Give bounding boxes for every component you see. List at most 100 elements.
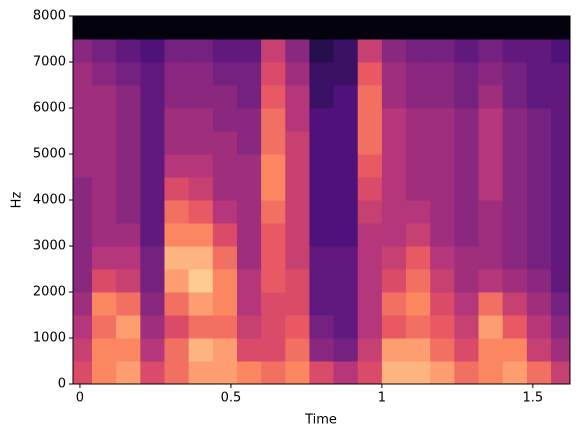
cell [285,361,310,384]
cell [357,16,383,40]
x-tick-label: 0 [76,391,84,406]
cell [309,131,335,155]
cell [381,154,407,178]
cell [406,108,431,132]
cell [454,108,480,132]
cell [164,108,190,132]
cell [478,361,504,384]
cell [73,16,93,40]
cell [188,315,214,339]
cell [430,361,455,384]
y-axis-label: Hz [10,192,25,209]
cell [406,39,431,63]
cell [309,338,335,362]
cell [381,223,407,247]
cell [116,39,141,63]
cell [236,200,262,224]
cell [502,315,528,339]
cell [357,269,383,293]
cell [140,200,165,224]
cell [454,338,480,362]
cell [478,292,504,316]
cell [92,131,117,155]
cell [188,269,214,293]
cell [261,246,286,270]
cell [502,361,528,384]
cell [381,108,407,132]
cell [381,39,407,63]
cell [92,200,117,224]
cell [236,223,262,247]
cell [188,16,214,40]
cell [116,131,141,155]
cell [454,154,480,178]
cell [116,177,141,201]
cell [309,292,335,316]
cell [430,338,455,362]
cell [406,131,431,155]
cell [188,223,214,247]
y-tick-label: 2000 [33,285,66,300]
cell [502,223,528,247]
cell [140,269,165,293]
cell [333,154,359,178]
cell [526,131,552,155]
cell [357,361,383,384]
cell [285,223,310,247]
cell [140,292,165,316]
cell [116,108,141,132]
cell [526,177,552,201]
cell [478,269,504,293]
cell [73,108,93,132]
cell [212,292,238,316]
cell [478,223,504,247]
cell [188,108,214,132]
y-tick-label: 8000 [33,9,66,24]
x-axis-label: Time [304,413,337,428]
cell [261,39,286,63]
cell [430,315,455,339]
cell [550,39,570,63]
cell [116,223,141,247]
cell [92,246,117,270]
cell [454,246,480,270]
cell [188,62,214,86]
cell [285,269,310,293]
cell [261,154,286,178]
cell [478,62,504,86]
cell [285,338,310,362]
cell [357,200,383,224]
cell [454,177,480,201]
cell [502,62,528,86]
cell [381,85,407,109]
cell [381,338,407,362]
cell [478,338,504,362]
cell [502,177,528,201]
cell [502,39,528,63]
cell [140,131,165,155]
cell [550,338,570,362]
cell [285,315,310,339]
cell [381,16,407,40]
cell [381,62,407,86]
cell [309,246,335,270]
cell [381,200,407,224]
cell [333,361,359,384]
cell [502,154,528,178]
cell [116,361,141,384]
cell [381,361,407,384]
cell [212,85,238,109]
cell [526,154,552,178]
cell [333,39,359,63]
cell [550,62,570,86]
cell [478,85,504,109]
cell [406,246,431,270]
cell [454,39,480,63]
cell [212,361,238,384]
cell [526,108,552,132]
cell [73,223,93,247]
cell [285,292,310,316]
cell [92,315,117,339]
cell [381,246,407,270]
cell [92,177,117,201]
